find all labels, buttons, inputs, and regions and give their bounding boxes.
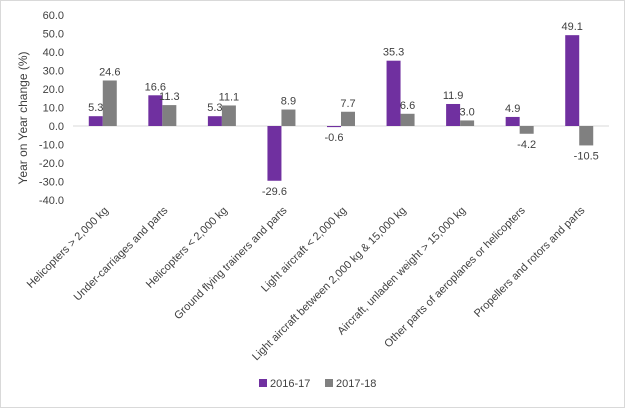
data-label: 49.1 bbox=[562, 21, 583, 33]
data-label: 3.0 bbox=[459, 106, 474, 118]
x-tick-label: Propellers and rotors and parts bbox=[472, 204, 588, 320]
data-label: 24.6 bbox=[99, 66, 120, 78]
x-tick-label: Under-carriages and parts bbox=[72, 204, 171, 303]
data-label: 11.1 bbox=[219, 91, 240, 103]
bar-2017-18 bbox=[102, 80, 117, 126]
bar-2017-18 bbox=[281, 109, 296, 126]
bar-2016-17 bbox=[505, 116, 520, 126]
bar-2017-18 bbox=[519, 126, 534, 134]
bar-2016-17 bbox=[88, 116, 103, 126]
data-label: 11.3 bbox=[159, 91, 180, 103]
bars-group bbox=[88, 35, 594, 181]
bar-2017-18 bbox=[341, 111, 355, 126]
y-tick-label: 30.0 bbox=[43, 66, 64, 78]
bar-2017-18 bbox=[460, 120, 475, 126]
y-tick-label: 0.0 bbox=[49, 121, 64, 133]
bar-2016-17 bbox=[148, 95, 163, 126]
data-labels-group: 5.324.616.611.35.311.1-29.68.9-0.67.735.… bbox=[88, 21, 599, 198]
data-label: 16.6 bbox=[145, 81, 166, 93]
data-label: -10.5 bbox=[574, 150, 599, 162]
y-tick-label: 40.0 bbox=[43, 47, 64, 59]
bar-2016-17 bbox=[267, 126, 282, 181]
x-tick-label: Aircraft, unladen weight > 15,000 kg bbox=[335, 205, 468, 338]
bar-2016-17 bbox=[327, 126, 341, 128]
y-tick-label: -20.0 bbox=[39, 158, 64, 170]
data-label: -29.6 bbox=[262, 186, 287, 198]
y-tick-label: -10.0 bbox=[39, 140, 64, 152]
y-tick-label: 20.0 bbox=[43, 84, 64, 96]
bar-2016-17 bbox=[207, 116, 222, 126]
y-tick-label: 50.0 bbox=[43, 29, 64, 41]
bar-2017-18 bbox=[579, 126, 594, 146]
y-tick-label: -40.0 bbox=[39, 195, 64, 207]
bar-2016-17 bbox=[386, 60, 401, 126]
y-axis-ticks: 60.0 50.0 40.0 30.0 20.0 10.0 0.0 -10.0 -20.0 -30… bbox=[39, 10, 64, 207]
data-label: 35.3 bbox=[383, 47, 404, 59]
bar-2017-18 bbox=[221, 105, 236, 126]
bar-2017-18 bbox=[400, 113, 415, 126]
y-tick-label: 10.0 bbox=[43, 103, 64, 115]
bar-2017-18 bbox=[162, 105, 177, 126]
legend-label: 2016-17 bbox=[270, 378, 310, 390]
legend-swatch bbox=[325, 379, 333, 387]
legend: 2016-17 2017-18 bbox=[259, 378, 376, 390]
data-label: 5.3 bbox=[207, 102, 222, 114]
data-label: 4.9 bbox=[505, 103, 520, 115]
bar-2016-17 bbox=[565, 35, 580, 126]
data-label: -4.2 bbox=[517, 139, 536, 151]
bar-2016-17 bbox=[446, 103, 461, 126]
y-tick-label: 60.0 bbox=[43, 10, 64, 22]
data-label: 5.3 bbox=[88, 102, 103, 114]
data-label: 11.9 bbox=[443, 90, 464, 102]
y-axis-label: Year on Year change (%) bbox=[16, 52, 30, 185]
data-label: -0.6 bbox=[325, 132, 344, 144]
x-tick-label: Ground flying trainers and parts bbox=[172, 204, 290, 322]
data-label: 7.7 bbox=[340, 98, 355, 110]
legend-label: 2017-18 bbox=[336, 378, 376, 390]
data-label: 6.6 bbox=[400, 100, 415, 112]
legend-swatch bbox=[259, 379, 267, 387]
y-tick-label: -30.0 bbox=[39, 177, 64, 189]
data-label: 8.9 bbox=[281, 96, 296, 108]
